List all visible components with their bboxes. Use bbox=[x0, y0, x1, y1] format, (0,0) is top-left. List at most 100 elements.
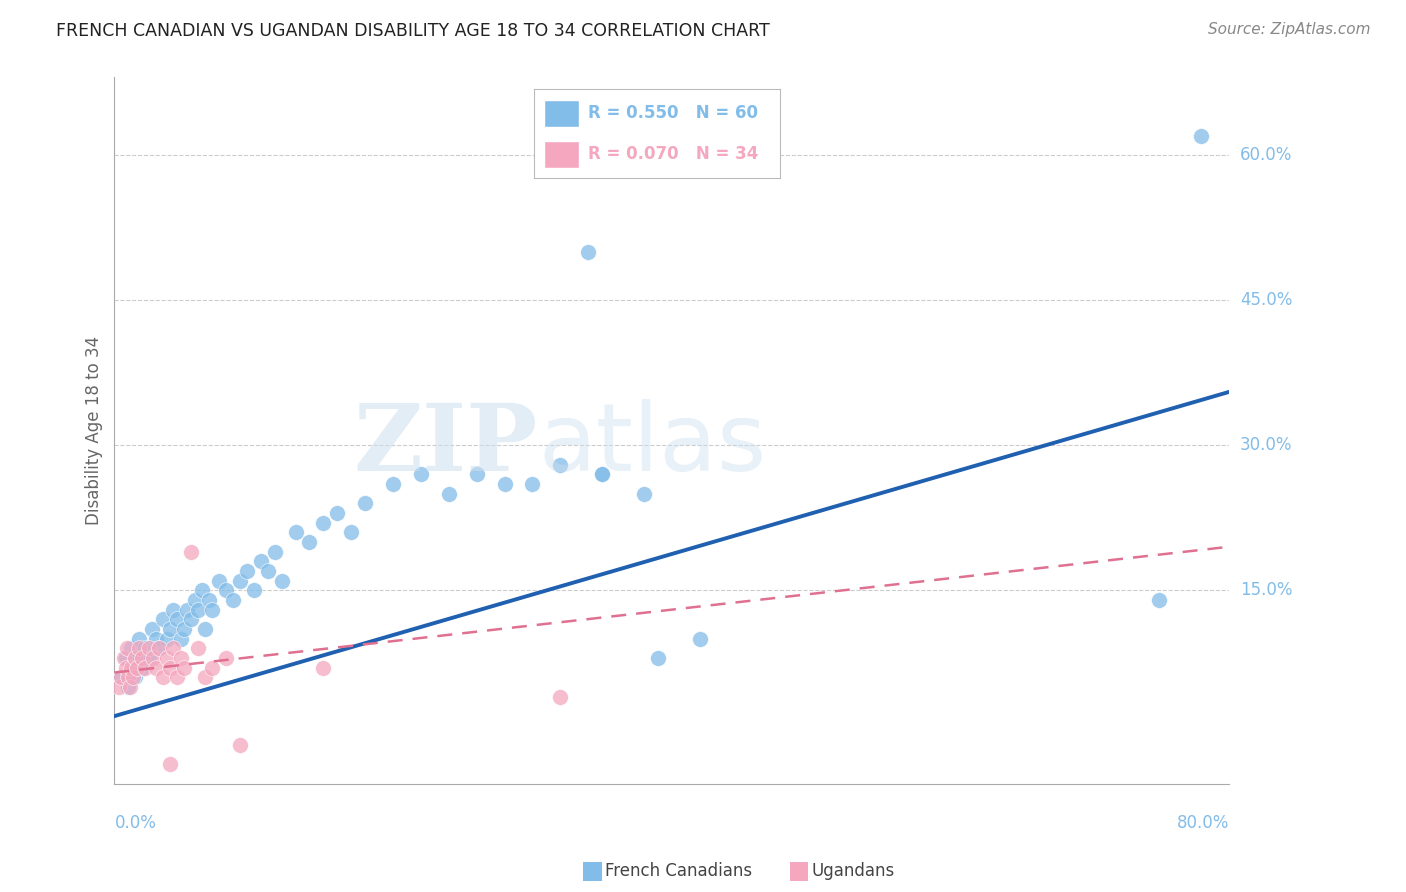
Point bbox=[141, 622, 163, 636]
Point bbox=[128, 632, 150, 646]
Point bbox=[256, 564, 278, 578]
Point bbox=[162, 602, 184, 616]
Point bbox=[148, 641, 170, 656]
Point bbox=[152, 612, 174, 626]
Text: 80.0%: 80.0% bbox=[1177, 814, 1229, 832]
Point bbox=[270, 574, 292, 588]
Point bbox=[201, 661, 224, 675]
Point bbox=[173, 622, 195, 636]
Point bbox=[166, 612, 188, 626]
Point bbox=[409, 467, 432, 482]
Point bbox=[131, 651, 153, 665]
Point bbox=[159, 622, 181, 636]
Point bbox=[312, 516, 335, 530]
Point bbox=[222, 593, 245, 607]
Point bbox=[298, 535, 321, 549]
Point bbox=[145, 632, 167, 646]
Point bbox=[124, 670, 146, 684]
Text: Source: ZipAtlas.com: Source: ZipAtlas.com bbox=[1208, 22, 1371, 37]
Point bbox=[689, 632, 711, 646]
Point bbox=[124, 651, 146, 665]
FancyBboxPatch shape bbox=[544, 100, 579, 127]
Point bbox=[494, 476, 516, 491]
Point bbox=[194, 670, 217, 684]
Point bbox=[134, 661, 156, 675]
Point bbox=[121, 661, 143, 675]
Point bbox=[166, 670, 188, 684]
Text: 0.0%: 0.0% bbox=[114, 814, 156, 832]
Point bbox=[208, 574, 231, 588]
Point bbox=[114, 661, 136, 675]
Point bbox=[194, 622, 217, 636]
Text: Ugandans: Ugandans bbox=[811, 863, 894, 880]
Point bbox=[215, 583, 238, 598]
Text: FRENCH CANADIAN VS UGANDAN DISABILITY AGE 18 TO 34 CORRELATION CHART: FRENCH CANADIAN VS UGANDAN DISABILITY AG… bbox=[56, 22, 770, 40]
Point bbox=[229, 574, 252, 588]
Point bbox=[142, 651, 165, 665]
Point bbox=[110, 670, 132, 684]
Point bbox=[576, 244, 599, 259]
Point bbox=[522, 476, 544, 491]
Point bbox=[184, 593, 207, 607]
Point bbox=[548, 458, 571, 472]
Point bbox=[340, 525, 363, 540]
Point bbox=[382, 476, 405, 491]
FancyBboxPatch shape bbox=[544, 141, 579, 168]
Point bbox=[180, 544, 202, 558]
Text: 30.0%: 30.0% bbox=[1240, 436, 1292, 454]
Point bbox=[312, 661, 335, 675]
Point bbox=[125, 661, 148, 675]
Point bbox=[120, 641, 142, 656]
Point bbox=[198, 593, 221, 607]
Point bbox=[117, 670, 139, 684]
Point bbox=[437, 486, 460, 500]
Point bbox=[326, 506, 349, 520]
Point bbox=[134, 641, 156, 656]
Point bbox=[647, 651, 669, 665]
Point bbox=[201, 602, 224, 616]
Point bbox=[152, 670, 174, 684]
Point bbox=[242, 583, 264, 598]
Text: R = 0.550   N = 60: R = 0.550 N = 60 bbox=[588, 104, 758, 122]
Point bbox=[1189, 128, 1212, 143]
Point bbox=[191, 583, 214, 598]
Point bbox=[633, 486, 655, 500]
Point bbox=[110, 670, 132, 684]
Point bbox=[170, 651, 193, 665]
Point bbox=[138, 651, 160, 665]
Point bbox=[156, 651, 179, 665]
Text: 15.0%: 15.0% bbox=[1240, 582, 1292, 599]
Text: ZIP: ZIP bbox=[354, 400, 538, 490]
Point bbox=[591, 467, 613, 482]
Point bbox=[112, 651, 135, 665]
Point bbox=[249, 554, 271, 568]
Point bbox=[591, 467, 613, 482]
Point bbox=[173, 661, 195, 675]
Point bbox=[548, 690, 571, 704]
Point bbox=[1149, 593, 1171, 607]
Point bbox=[159, 757, 181, 772]
Point bbox=[125, 651, 148, 665]
Point bbox=[465, 467, 488, 482]
Text: atlas: atlas bbox=[538, 399, 766, 491]
Point bbox=[187, 602, 209, 616]
Point bbox=[229, 738, 252, 752]
Point bbox=[145, 661, 167, 675]
Point bbox=[114, 651, 136, 665]
Text: 45.0%: 45.0% bbox=[1240, 291, 1292, 309]
Point bbox=[236, 564, 259, 578]
Point bbox=[118, 680, 141, 694]
Point bbox=[284, 525, 307, 540]
Point bbox=[148, 641, 170, 656]
Point bbox=[131, 661, 153, 675]
Point bbox=[187, 641, 209, 656]
Point bbox=[115, 641, 138, 656]
Point bbox=[159, 661, 181, 675]
Point bbox=[138, 641, 160, 656]
Point bbox=[354, 496, 377, 510]
Point bbox=[117, 680, 139, 694]
Text: R = 0.070   N = 34: R = 0.070 N = 34 bbox=[588, 145, 759, 163]
Point bbox=[107, 680, 129, 694]
Point bbox=[156, 632, 179, 646]
Point bbox=[170, 632, 193, 646]
